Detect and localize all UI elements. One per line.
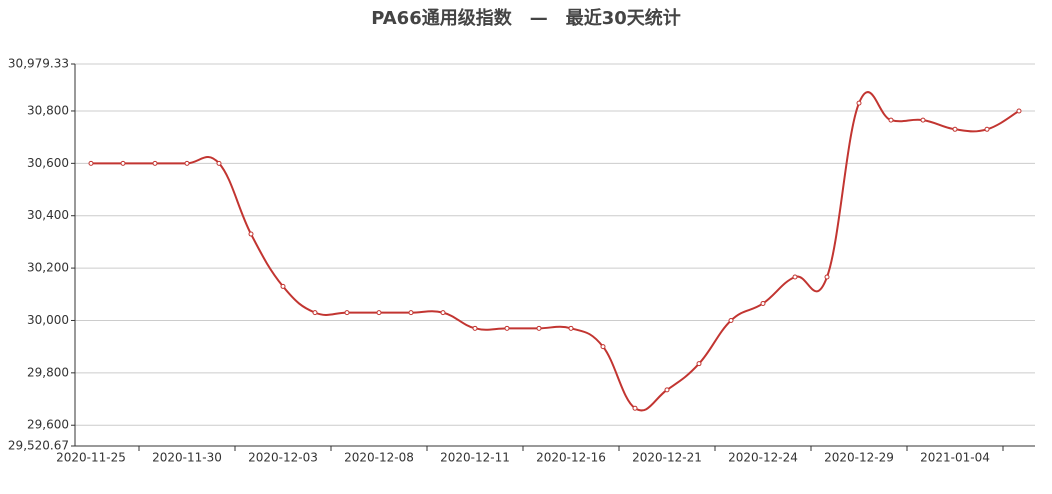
chart-title: PA66通用级指数 — 最近30天统计 [371, 7, 681, 29]
y-tick-label: 30,400 [27, 208, 69, 222]
x-tick-label: 2020-12-16 [536, 451, 606, 465]
y-tick-label: 29,800 [27, 365, 69, 379]
point [376, 310, 382, 316]
y-tick-label: 29,600 [27, 418, 69, 432]
x-tick-label: 2020-12-03 [248, 451, 318, 465]
point [88, 160, 94, 166]
y-tick-label: 30,979.33 [8, 57, 69, 71]
point [888, 117, 894, 123]
x-tick-label: 2021-01-04 [920, 451, 990, 465]
point [824, 274, 830, 280]
point [216, 160, 222, 166]
y-tick-label: 29,520.67 [8, 439, 69, 453]
point [984, 126, 990, 132]
point [920, 117, 926, 123]
point [184, 160, 190, 166]
point [760, 300, 766, 306]
y-tick-label: 30,800 [27, 103, 69, 117]
x-tick-label: 2020-12-21 [632, 451, 702, 465]
x-tick-label: 2020-11-30 [152, 451, 222, 465]
point [440, 310, 446, 316]
x-tick-label: 2020-12-24 [728, 451, 798, 465]
point [568, 325, 574, 331]
y-tick-label: 30,600 [27, 156, 69, 170]
x-tick-label: 2020-11-25 [56, 451, 126, 465]
x-tick-label: 2020-12-08 [344, 451, 414, 465]
point [536, 325, 542, 331]
point [120, 160, 126, 166]
point [152, 160, 158, 166]
y-tick-label: 30,200 [27, 261, 69, 275]
line [90, 91, 1020, 412]
point [312, 310, 318, 316]
point [792, 274, 798, 280]
point [600, 344, 606, 350]
y-tick-label: 30,000 [27, 313, 69, 327]
point [344, 310, 350, 316]
point [248, 231, 254, 237]
point [952, 126, 958, 132]
point [408, 310, 414, 316]
point [728, 317, 734, 323]
point [632, 405, 638, 411]
x-tick-label: 2020-12-29 [824, 451, 894, 465]
point [696, 361, 702, 367]
x-tick-label: 2020-12-11 [440, 451, 510, 465]
point [664, 387, 670, 393]
point [472, 325, 478, 331]
point [856, 100, 862, 106]
point [504, 325, 510, 331]
point [280, 283, 286, 289]
point [1016, 108, 1022, 114]
